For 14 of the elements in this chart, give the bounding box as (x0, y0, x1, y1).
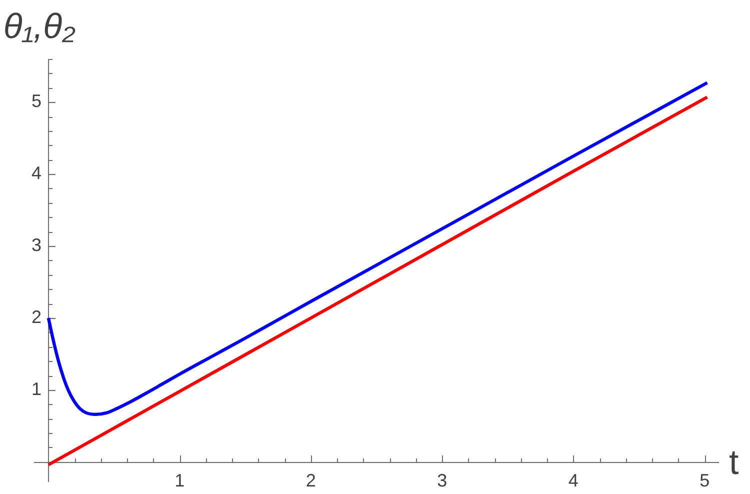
line-series (46, 96, 709, 466)
y-axis-title: θ₁,θ₂ (3, 7, 76, 46)
line-series (46, 81, 709, 416)
x-tick-label: 1 (174, 470, 185, 490)
x-tick-label: 2 (306, 470, 316, 490)
x-axis-title: t (729, 442, 739, 482)
y-tick-label: 5 (31, 91, 42, 112)
y-tick-label: 2 (31, 306, 42, 327)
y-tick-label: 3 (31, 235, 42, 256)
y-tick-label: 1 (31, 378, 42, 399)
x-tick-label: 3 (437, 470, 448, 490)
x-tick-label: 4 (568, 470, 578, 490)
y-tick-label: 4 (31, 163, 42, 184)
x-tick-label: 5 (700, 470, 710, 490)
